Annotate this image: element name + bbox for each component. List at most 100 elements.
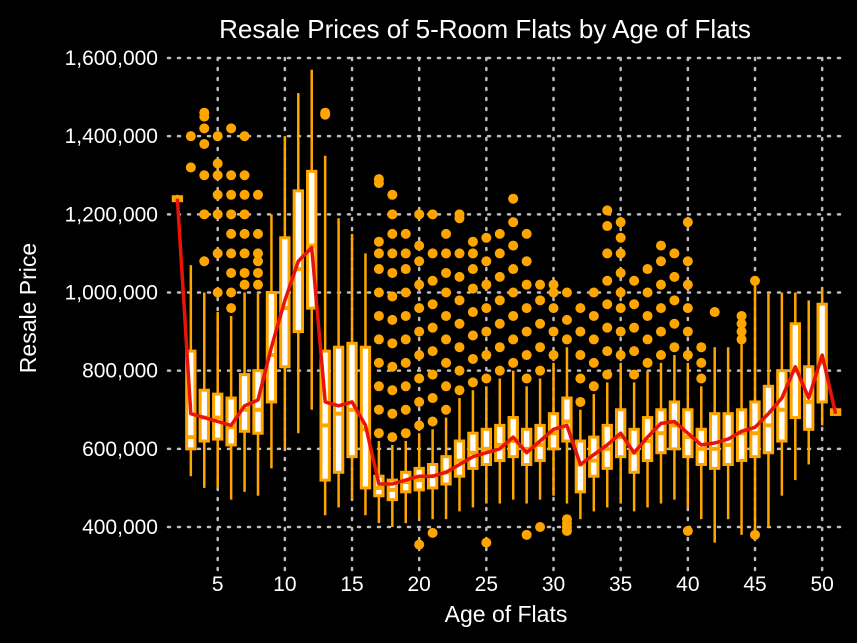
outlier-point bbox=[508, 264, 519, 275]
outlier-point bbox=[226, 303, 237, 314]
outlier-point bbox=[602, 275, 613, 286]
outlier-point bbox=[373, 248, 384, 259]
outlier-point bbox=[481, 303, 492, 314]
outlier-point bbox=[481, 279, 492, 290]
outlier-point bbox=[239, 209, 250, 220]
outlier-point bbox=[736, 310, 747, 321]
outlier-point bbox=[441, 287, 452, 298]
outlier-point bbox=[373, 428, 384, 439]
outlier-point bbox=[615, 217, 626, 228]
box-group bbox=[762, 292, 775, 528]
outlier-point bbox=[414, 303, 425, 314]
outlier-point bbox=[682, 279, 693, 290]
outlier-point bbox=[320, 107, 331, 118]
outlier-point bbox=[508, 193, 519, 204]
box-group bbox=[574, 303, 587, 520]
box-group bbox=[413, 209, 425, 550]
outlier-point bbox=[481, 256, 492, 267]
outlier-point bbox=[535, 279, 546, 290]
box-group bbox=[816, 288, 828, 426]
outlier-point bbox=[414, 396, 425, 407]
outlier-point bbox=[239, 279, 250, 290]
box-body bbox=[306, 169, 318, 310]
outlier-point bbox=[521, 303, 532, 314]
outlier-point bbox=[629, 369, 640, 380]
outlier-point bbox=[615, 232, 626, 243]
outlier-point bbox=[521, 279, 532, 290]
outlier-point bbox=[199, 107, 210, 118]
outlier-point bbox=[199, 138, 210, 149]
outlier-point bbox=[508, 310, 519, 321]
box-body bbox=[332, 345, 345, 474]
mean-line-series bbox=[175, 198, 838, 486]
outlier-point bbox=[373, 404, 384, 415]
outlier-point bbox=[226, 170, 237, 181]
outlier-point bbox=[387, 228, 398, 239]
outlier-point bbox=[387, 248, 398, 259]
outlier-point bbox=[387, 385, 398, 396]
outlier-point bbox=[669, 295, 680, 306]
outlier-point bbox=[441, 248, 452, 259]
outlier-point bbox=[615, 287, 626, 298]
outlier-point bbox=[494, 271, 505, 282]
x-tick-label: 35 bbox=[609, 573, 632, 596]
outlier-point bbox=[655, 279, 666, 290]
outlier-point bbox=[454, 342, 465, 353]
x-tick-label: 40 bbox=[676, 573, 699, 596]
outlier-point bbox=[615, 267, 626, 278]
outlier-point bbox=[427, 416, 438, 427]
box-group bbox=[467, 236, 479, 508]
x-tick-label: 25 bbox=[475, 573, 498, 596]
outlier-point bbox=[602, 369, 613, 380]
outlier-point bbox=[655, 256, 666, 267]
outlier-point bbox=[199, 209, 210, 220]
outlier-point bbox=[615, 350, 626, 361]
outlier-point bbox=[239, 189, 250, 200]
y-tick-label: 1,000,000 bbox=[65, 282, 158, 305]
outlier-point bbox=[387, 432, 398, 443]
outlier-point bbox=[427, 527, 438, 538]
outlier-point bbox=[467, 236, 478, 247]
outlier-point bbox=[427, 322, 438, 333]
x-tick-label: 45 bbox=[743, 573, 766, 596]
outlier-point bbox=[481, 326, 492, 337]
outlier-point bbox=[494, 342, 505, 353]
outlier-point bbox=[239, 267, 250, 278]
outlier-point bbox=[414, 256, 425, 267]
outlier-point bbox=[467, 353, 478, 364]
outlier-point bbox=[602, 248, 613, 259]
outlier-point bbox=[521, 256, 532, 267]
outlier-point bbox=[373, 357, 384, 368]
box-body bbox=[776, 369, 788, 443]
outlier-point bbox=[602, 205, 613, 216]
outlier-point bbox=[387, 408, 398, 419]
outlier-point bbox=[602, 346, 613, 357]
outlier-point bbox=[400, 404, 411, 415]
outlier-point bbox=[709, 307, 720, 318]
outlier-point bbox=[400, 334, 411, 345]
outlier-point bbox=[212, 131, 223, 142]
outlier-point bbox=[548, 303, 559, 314]
outlier-point bbox=[494, 318, 505, 329]
box-group bbox=[252, 189, 264, 496]
outlier-point bbox=[373, 310, 384, 321]
outlier-point bbox=[642, 357, 653, 368]
outlier-point bbox=[629, 322, 640, 333]
outlier-point bbox=[508, 240, 519, 251]
box-group bbox=[480, 232, 493, 548]
box-group bbox=[655, 240, 667, 504]
outlier-point bbox=[400, 228, 411, 239]
outlier-point bbox=[508, 287, 519, 298]
box-group bbox=[212, 131, 224, 488]
outlier-point bbox=[682, 326, 693, 337]
outlier-point bbox=[494, 228, 505, 239]
outlier-point bbox=[629, 275, 640, 286]
outlier-point bbox=[414, 420, 425, 431]
outlier-point bbox=[373, 334, 384, 345]
outlier-point bbox=[629, 346, 640, 357]
outlier-point bbox=[454, 385, 465, 396]
outlier-point bbox=[521, 529, 532, 540]
box-group bbox=[332, 218, 345, 508]
outlier-point bbox=[494, 365, 505, 376]
box-group bbox=[709, 307, 721, 543]
